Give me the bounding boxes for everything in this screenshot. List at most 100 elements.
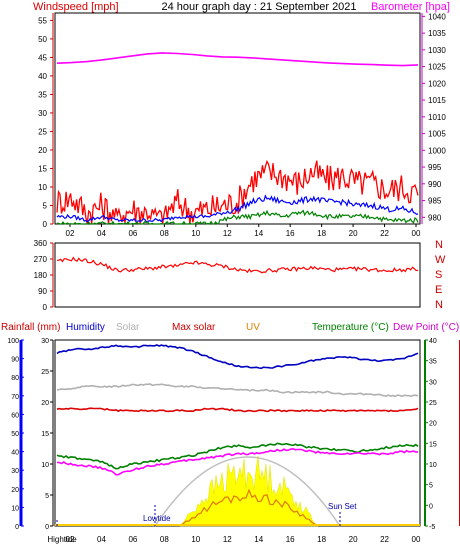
x-tick-label: 18 — [317, 229, 326, 238]
barometer-tick-label: 1005 — [428, 130, 446, 139]
x-tick-label: 10 — [191, 535, 200, 544]
x-tick-label: 16 — [286, 229, 295, 238]
rain-tick-label: 30 — [41, 338, 49, 345]
temperature-tick-label: 25 — [429, 400, 437, 407]
rain-tick-label: 5 — [45, 493, 49, 500]
wind-tick-label: 5 — [43, 201, 48, 210]
barometer-tick-label: 1025 — [428, 63, 446, 72]
x-tick-label: 08 — [160, 229, 169, 238]
temperature-tick-label: 0 — [429, 503, 433, 510]
x-tick-label: 12 — [223, 229, 232, 238]
humidity-tick-label: 90 — [11, 357, 19, 364]
series-windspeed — [56, 159, 419, 225]
direction-tick-label: 0 — [43, 303, 48, 312]
compass-label: W — [435, 254, 446, 266]
temperature-tick-label: 30 — [429, 379, 437, 386]
barometer-tick-label: 1015 — [428, 96, 446, 105]
wind-tick-label: 25 — [38, 127, 47, 136]
plot-frame — [54, 242, 421, 308]
barometer-tick-label: 1020 — [428, 79, 446, 88]
uv-title: UV — [246, 322, 260, 333]
humidity-title: Humidity — [66, 322, 105, 333]
humidity-temperature-panel: Rainfall (mm) Humidity Solar Max solar UV Tem… — [1, 322, 460, 544]
temperature-tick-label: 15 — [429, 441, 437, 448]
max-solar-arc — [154, 456, 341, 527]
compass-label: S — [435, 269, 442, 281]
humidity-tick-label: 30 — [11, 468, 19, 475]
temperature-tick-label: 35 — [429, 359, 437, 366]
series-barometer — [56, 52, 419, 67]
x-tick-label: Hightide — [47, 535, 77, 544]
sunset-label: Sun Set — [328, 502, 357, 511]
barometer-tick-label: 985 — [428, 197, 442, 206]
barometer-tick-label: 1035 — [428, 29, 446, 38]
rain-tick-label: 0 — [45, 524, 49, 531]
lowtide-label: Lowtide — [143, 514, 171, 523]
series-windmin — [56, 209, 419, 225]
x-tick-label: 14 — [254, 535, 263, 544]
barometer-tick-label: 1010 — [428, 113, 446, 122]
wind-tick-label: 15 — [38, 164, 47, 173]
series-temperature — [56, 442, 419, 470]
series-solar — [56, 383, 419, 398]
series-dewpoint — [56, 447, 418, 476]
wind-tick-label: 0 — [43, 220, 48, 229]
wind-tick-label: 55 — [38, 16, 47, 25]
compass-label: N — [435, 299, 443, 311]
x-tick-label: 00 — [412, 535, 421, 544]
barometer-title: Barometer [hpa] — [371, 1, 450, 13]
dewpoint-title: Dew Point (°C) — [393, 322, 459, 333]
direction-tick-label: 270 — [34, 255, 48, 264]
series-uv — [179, 488, 319, 527]
barometer-tick-label: 990 — [428, 180, 442, 189]
plot-frame — [54, 12, 421, 225]
humidity-tick-label: 60 — [11, 412, 19, 419]
x-tick-label: 16 — [286, 535, 295, 544]
x-tick-label: 10 — [191, 229, 200, 238]
humidity-tick-label: 0 — [15, 524, 19, 531]
solar-title: Solar — [116, 322, 140, 333]
series-maxsolar — [56, 407, 419, 413]
wind-title: Windspeed [mph] — [33, 1, 119, 13]
x-tick-label: 22 — [380, 535, 389, 544]
humidity-tick-label: 20 — [11, 487, 19, 494]
temperature-tick-label: 10 — [429, 462, 437, 469]
x-tick-label: 20 — [349, 535, 358, 544]
compass-label: N — [435, 239, 443, 251]
graph-title: 24 hour graph day : 21 September 2021 — [161, 1, 356, 13]
wind-tick-label: 45 — [38, 53, 47, 62]
x-tick-label: 12 — [223, 535, 232, 544]
direction-tick-label: 90 — [38, 287, 47, 296]
wind-tick-label: 30 — [38, 109, 47, 118]
x-tick-label: 14 — [254, 229, 263, 238]
humidity-tick-label: 10 — [11, 505, 19, 512]
wind-tick-label: 35 — [38, 90, 47, 99]
rain-tick-label: 10 — [41, 462, 49, 469]
compass-label: E — [435, 284, 442, 296]
direction-tick-label: 360 — [34, 239, 48, 248]
rain-tick-label: 25 — [41, 369, 49, 376]
barometer-tick-label: 980 — [428, 213, 442, 222]
temperature-tick-label: 40 — [429, 338, 437, 345]
wind-tick-label: 50 — [38, 35, 47, 44]
x-tick-label: 06 — [128, 229, 137, 238]
rainfall-title: Rainfall (mm) — [1, 322, 60, 333]
humidity-tick-label: 80 — [11, 375, 19, 382]
rain-tick-label: 15 — [41, 431, 49, 438]
rain-tick-label: 20 — [41, 400, 49, 407]
barometer-tick-label: 995 — [428, 163, 442, 172]
x-tick-label: 02 — [66, 229, 75, 238]
x-tick-label: 20 — [349, 229, 358, 238]
humidity-tick-label: 50 — [11, 431, 19, 438]
humidity-tick-label: 40 — [11, 450, 19, 457]
barometer-tick-label: 1040 — [428, 12, 446, 21]
maxsolar-title: Max solar — [172, 322, 216, 333]
x-tick-label: 02 — [66, 535, 75, 544]
temperature-tick-label: 5 — [429, 483, 433, 490]
x-tick-label: 22 — [380, 229, 389, 238]
x-tick-label: 06 — [128, 535, 137, 544]
series-windavg — [56, 194, 419, 223]
x-tick-label: 04 — [97, 535, 106, 544]
series-direction — [57, 256, 419, 274]
